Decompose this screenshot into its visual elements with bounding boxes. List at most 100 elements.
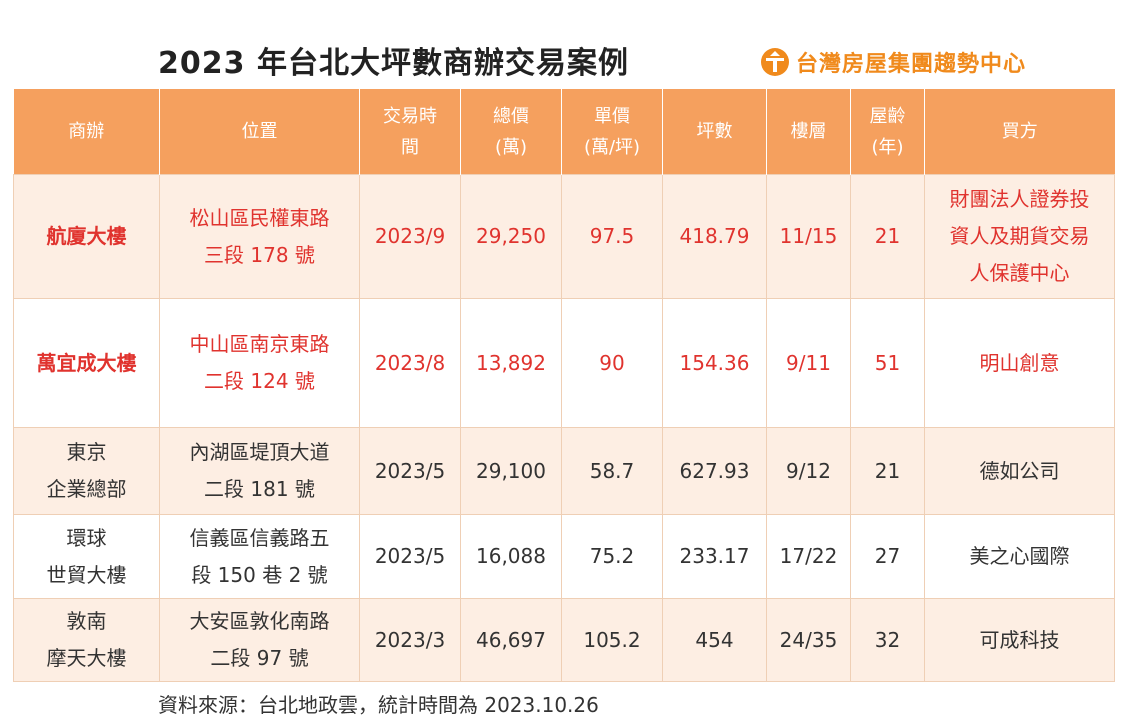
cell-line: 美之心國際 <box>969 544 1070 568</box>
cell-line: 明山創意 <box>979 350 1060 375</box>
cell-line: 東京 <box>66 440 107 464</box>
cell-unit-price: 90 <box>561 298 663 428</box>
cell-building: 敦南 摩天大樓 <box>13 598 160 682</box>
cell-floor: 9/12 <box>766 427 851 515</box>
cell-buyer: 可成科技 <box>924 598 1115 682</box>
cell-area: 233.17 <box>662 514 767 599</box>
brand-logo: 台灣房屋集團趨勢中心 <box>760 44 1026 80</box>
cell-location: 大安區敦化南路 二段 97 號 <box>159 598 360 682</box>
cell-unit-price: 58.7 <box>561 427 663 515</box>
cell-line: 中山區南京東路 <box>189 332 330 356</box>
column-header-unit-price: 單價 (萬/坪) <box>561 89 663 175</box>
column-header-line: 間 <box>401 136 419 158</box>
cell-line: 內湖區堤頂大道 <box>189 440 330 464</box>
cell-line: 敦南 <box>66 609 107 633</box>
column-header-date: 交易時間 <box>359 89 461 175</box>
column-header-buyer: 買方 <box>924 89 1115 175</box>
cell-date: 2023/8 <box>359 298 461 428</box>
table-row: 東京 企業總部 內湖區堤頂大道 二段 181 號 2023/5 29,100 58.7 627… <box>13 427 1115 515</box>
table-row: 敦南 摩天大樓 大安區敦化南路 二段 97 號 2023/3 46,697 105.2 454… <box>13 598 1115 682</box>
cell-location: 松山區民權東路 三段 178 號 <box>159 174 360 299</box>
column-header-location: 位置 <box>159 89 360 175</box>
cell-buyer: 明山創意 <box>924 298 1115 428</box>
taiwan-realty-logo-icon <box>761 48 789 76</box>
cell-line: 人保護中心 <box>969 261 1070 285</box>
cell-unit-price: 97.5 <box>561 174 663 299</box>
cell-area: 154.36 <box>662 298 767 428</box>
cell-line: 企業總部 <box>46 477 127 501</box>
column-header-total-price: 總價 (萬) <box>460 89 562 175</box>
column-header-line: (萬/坪) <box>583 136 641 158</box>
cell-line: 財團法人證券投 <box>949 187 1090 211</box>
cell-total-price: 29,250 <box>460 174 562 299</box>
cell-line: 可成科技 <box>979 627 1060 652</box>
cell-total-price: 13,892 <box>460 298 562 428</box>
cell-date: 2023/3 <box>359 598 461 682</box>
cell-line: 信義區信義路五 <box>189 525 330 550</box>
column-header-area: 坪數 <box>662 89 767 175</box>
cell-area: 418.79 <box>662 174 767 299</box>
column-header-line: 坪數 <box>696 121 733 142</box>
column-header-line: 買方 <box>1001 121 1038 142</box>
cell-line: 世貿大樓 <box>46 562 127 587</box>
cell-location: 內湖區堤頂大道 二段 181 號 <box>159 427 360 515</box>
column-header-line: 樓層 <box>790 121 827 142</box>
cell-line: 段 150 巷 2 號 <box>191 562 328 587</box>
cell-line: 二段 124 號 <box>204 369 315 393</box>
cell-age: 27 <box>850 514 925 599</box>
cell-line: 萬宜成大樓 <box>36 350 137 375</box>
table-body: 航廈大樓 松山區民權東路 三段 178 號 2023/9 29,250 97.5 418.7… <box>13 174 1115 682</box>
table-row: 航廈大樓 松山區民權東路 三段 178 號 2023/9 29,250 97.5 418.7… <box>13 174 1115 299</box>
cell-line: 三段 178 號 <box>204 242 315 267</box>
cell-date: 2023/5 <box>359 514 461 599</box>
cell-location: 中山區南京東路 二段 124 號 <box>159 298 360 428</box>
cell-line: 二段 97 號 <box>210 646 309 670</box>
column-header-age: 屋齡 (年) <box>850 89 925 175</box>
cell-line: 松山區民權東路 <box>189 205 330 230</box>
deals-table: 商辦 位置 交易時間 總價 (萬) 單價 (萬/坪) 坪數 樓層 屋齡 (年) 買方 航廈大樓 松山區民… <box>13 89 1115 682</box>
column-header-line: 屋齡 <box>869 105 906 127</box>
cell-building: 航廈大樓 <box>13 174 160 299</box>
cell-line: 德如公司 <box>979 458 1060 483</box>
table-row: 萬宜成大樓 中山區南京東路 二段 124 號 2023/8 13,892 90 154.36… <box>13 298 1115 428</box>
cell-building: 環球 世貿大樓 <box>13 514 160 599</box>
cell-date: 2023/9 <box>359 174 461 299</box>
column-header-building: 商辦 <box>13 89 160 175</box>
cell-total-price: 29,100 <box>460 427 562 515</box>
cell-location: 信義區信義路五段 150 巷 2 號 <box>159 514 360 599</box>
cell-line: 資人及期貨交易 <box>949 224 1090 248</box>
cell-age: 21 <box>850 174 925 299</box>
column-header-line: (年) <box>871 136 904 158</box>
cell-building: 萬宜成大樓 <box>13 298 160 428</box>
table-row: 環球 世貿大樓 信義區信義路五段 150 巷 2 號 2023/5 16,088 75.2… <box>13 514 1115 599</box>
column-header-line: 商辦 <box>68 121 105 142</box>
cell-building: 東京 企業總部 <box>13 427 160 515</box>
cell-line: 大安區敦化南路 <box>189 609 330 633</box>
column-header-line: 總價 <box>493 105 529 127</box>
cell-floor: 17/22 <box>766 514 851 599</box>
source-note: 資料來源：台北地政雲，統計時間為 2023.10.26 <box>158 693 599 717</box>
cell-buyer: 德如公司 <box>924 427 1115 515</box>
cell-line: 航廈大樓 <box>46 224 127 248</box>
cell-buyer: 財團法人證券投 資人及期貨交易 人保護中心 <box>924 174 1115 299</box>
cell-area: 454 <box>662 598 767 682</box>
cell-total-price: 46,697 <box>460 598 562 682</box>
page-title: 2023 年台北大坪數商辦交易案例 <box>158 46 629 81</box>
cell-date: 2023/5 <box>359 427 461 515</box>
cell-age: 21 <box>850 427 925 515</box>
column-header-line: 位置 <box>241 121 278 142</box>
cell-line: 二段 181 號 <box>204 477 315 501</box>
column-header-line: (萬) <box>494 136 528 158</box>
cell-floor: 24/35 <box>766 598 851 682</box>
cell-age: 32 <box>850 598 925 682</box>
cell-area: 627.93 <box>662 427 767 515</box>
cell-unit-price: 75.2 <box>561 514 663 599</box>
cell-unit-price: 105.2 <box>561 598 663 682</box>
cell-buyer: 美之心國際 <box>924 514 1115 599</box>
brand-name: 台灣房屋集團趨勢中心 <box>796 52 1027 77</box>
cell-line: 環球 <box>66 525 107 550</box>
table-header-row: 商辦 位置 交易時間 總價 (萬) 單價 (萬/坪) 坪數 樓層 屋齡 (年) 買方 <box>13 89 1115 175</box>
cell-floor: 9/11 <box>766 298 851 428</box>
cell-total-price: 16,088 <box>460 514 562 599</box>
cell-floor: 11/15 <box>766 174 851 299</box>
